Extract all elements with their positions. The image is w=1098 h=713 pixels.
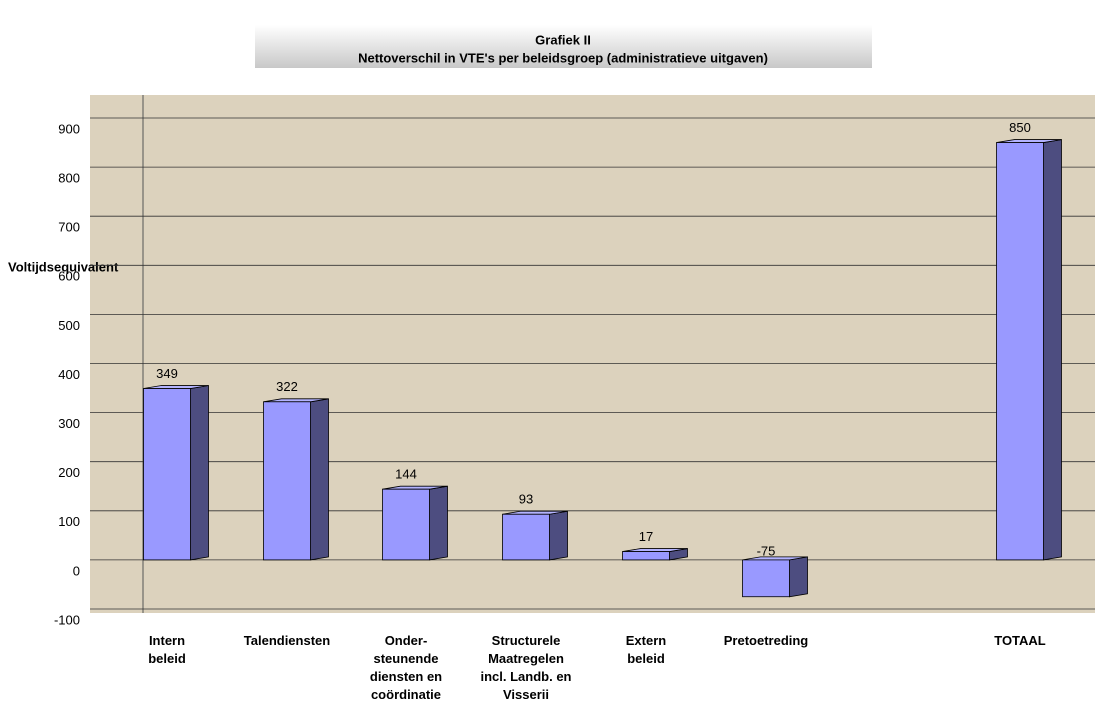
value-label: 17 <box>639 529 653 544</box>
bar-side <box>310 398 329 561</box>
x-tick-label: Structurele Maatregelen incl. Landb. en … <box>480 633 572 702</box>
x-tick-label: Intern beleid <box>148 633 186 666</box>
x-tick-label: Pretoetreding <box>723 633 809 648</box>
y-axis-label: Voltijdsequivalent <box>8 259 119 274</box>
bar <box>382 488 430 561</box>
bar <box>622 551 670 561</box>
y-tick-label: 600 <box>58 269 80 284</box>
y-tick-label: 0 <box>73 563 80 578</box>
value-label: 349 <box>156 366 178 381</box>
y-tick-label: 700 <box>58 220 80 235</box>
x-tick-label: TOTAAL <box>994 633 1046 648</box>
bar <box>143 388 191 561</box>
value-label: 322 <box>276 379 298 394</box>
x-tick-label: Onder- steunende diensten en coördinatie <box>369 633 443 702</box>
y-tick-label: 300 <box>58 416 80 431</box>
bar <box>996 142 1044 561</box>
y-tick-label: 100 <box>58 514 80 529</box>
plot-background <box>90 95 1095 613</box>
bar-side <box>190 385 209 561</box>
bar-side <box>1043 139 1062 561</box>
x-tick-label: Extern beleid <box>625 633 667 666</box>
bar <box>263 401 311 561</box>
x-tick-label: Talendiensten <box>243 633 331 648</box>
bar <box>742 559 790 598</box>
y-tick-label: 900 <box>58 121 80 136</box>
y-tick-label: -100 <box>54 612 80 627</box>
y-tick-label: 800 <box>58 171 80 186</box>
bar-side <box>549 510 568 561</box>
bar-side <box>429 485 448 561</box>
title-box <box>255 25 872 68</box>
value-label: -75 <box>757 543 776 558</box>
value-label: 93 <box>519 492 533 507</box>
bar-side <box>789 556 808 598</box>
bar <box>502 513 550 561</box>
chart-title: Grafiek II <box>535 32 591 47</box>
y-tick-label: 400 <box>58 367 80 382</box>
value-label: 850 <box>1009 120 1031 135</box>
value-label: 144 <box>395 467 417 482</box>
y-tick-label: 200 <box>58 465 80 480</box>
y-tick-label: 500 <box>58 318 80 333</box>
chart-title: Nettoverschil in VTE's per beleidsgroep … <box>358 50 768 65</box>
